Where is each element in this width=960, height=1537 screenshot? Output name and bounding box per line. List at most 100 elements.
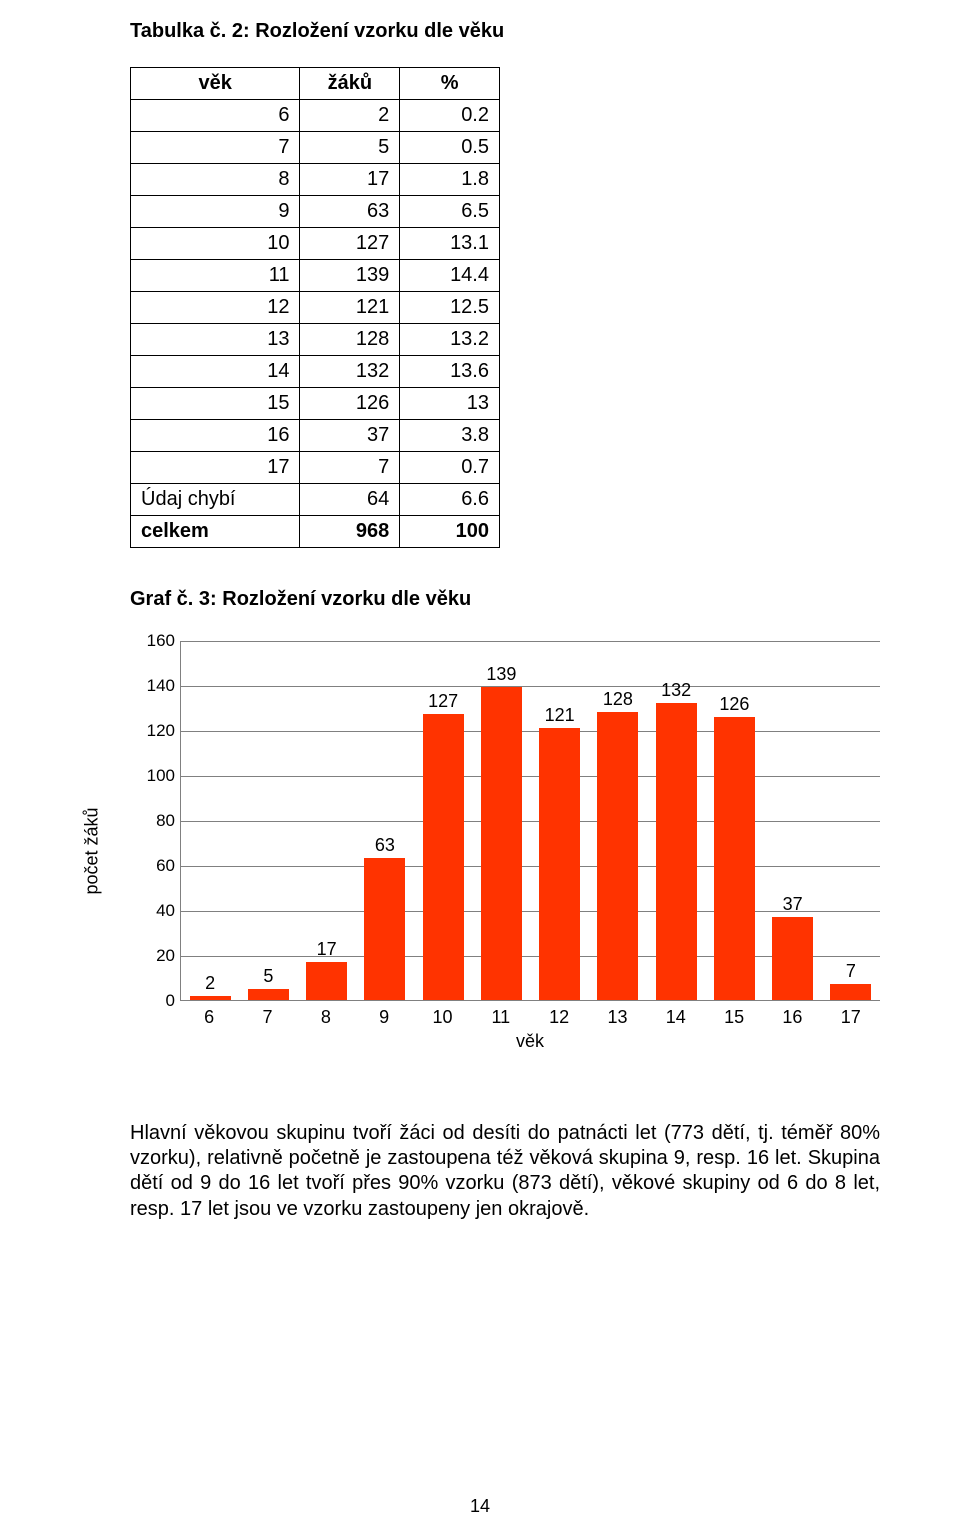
y-tick-label: 60 [139, 856, 175, 876]
table-title: Tabulka č. 2: Rozložení vzorku dle věku [130, 20, 880, 43]
cell-count: 968 [300, 516, 400, 548]
bar: 139 [481, 687, 522, 1000]
cell-pct: 100 [400, 516, 500, 548]
cell-count: 5 [300, 132, 400, 164]
cell-pct: 0.5 [400, 132, 500, 164]
y-tick-label: 160 [139, 631, 175, 651]
y-tick-label: 80 [139, 811, 175, 831]
cell-age: 12 [131, 292, 300, 324]
x-tick-label: 15 [705, 1001, 763, 1028]
y-tick-label: 40 [139, 901, 175, 921]
bar-value-label: 2 [205, 973, 215, 996]
col-count: žáků [300, 68, 400, 100]
cell-age: 8 [131, 164, 300, 196]
cell-age: 9 [131, 196, 300, 228]
cell-count: 63 [300, 196, 400, 228]
table-row: 1113914.4 [131, 260, 500, 292]
bar: 132 [656, 703, 697, 1000]
cell-count: 128 [300, 324, 400, 356]
bar-value-label: 132 [661, 680, 691, 703]
cell-age: 7 [131, 132, 300, 164]
x-tick-label: 16 [763, 1001, 821, 1028]
x-tick-label: 12 [530, 1001, 588, 1028]
bar: 37 [772, 917, 813, 1000]
col-pct: % [400, 68, 500, 100]
bar-value-label: 127 [428, 691, 458, 714]
plot-area: 251763127139121128132126377 020406080100… [180, 641, 880, 1001]
cell-pct: 1.8 [400, 164, 500, 196]
x-axis-label: věk [180, 1031, 880, 1052]
cell-age: celkem [131, 516, 300, 548]
bar: 121 [539, 728, 580, 1000]
cell-pct: 13.6 [400, 356, 500, 388]
bar: 126 [714, 717, 755, 1001]
cell-pct: 12.5 [400, 292, 500, 324]
cell-age: 17 [131, 452, 300, 484]
x-tick-label: 14 [647, 1001, 705, 1028]
cell-age: 13 [131, 324, 300, 356]
table-row: Údaj chybí646.6 [131, 484, 500, 516]
y-tick-label: 20 [139, 946, 175, 966]
cell-age: 10 [131, 228, 300, 260]
x-axis: 67891011121314151617 [180, 1001, 880, 1028]
cell-age: 6 [131, 100, 300, 132]
bar-value-label: 37 [783, 894, 803, 917]
x-tick-label: 10 [413, 1001, 471, 1028]
table-row: 1512613 [131, 388, 500, 420]
table-row: 1413213.6 [131, 356, 500, 388]
y-tick-label: 100 [139, 766, 175, 786]
cell-count: 127 [300, 228, 400, 260]
y-axis-label: počet žáků [82, 807, 103, 894]
x-tick-label: 9 [355, 1001, 413, 1028]
bar-value-label: 17 [317, 939, 337, 962]
bar-chart: počet žáků 251763127139121128132126377 0… [130, 641, 900, 1061]
cell-count: 7 [300, 452, 400, 484]
bar: 2 [190, 996, 231, 1001]
bar: 128 [597, 712, 638, 1000]
cell-pct: 13.1 [400, 228, 500, 260]
col-age: věk [131, 68, 300, 100]
cell-pct: 13.2 [400, 324, 500, 356]
table-row: 16373.8 [131, 420, 500, 452]
table-row: 1770.7 [131, 452, 500, 484]
table-row: 1012713.1 [131, 228, 500, 260]
bar: 127 [423, 714, 464, 1000]
table-row: 620.2 [131, 100, 500, 132]
cell-pct: 0.2 [400, 100, 500, 132]
x-tick-label: 7 [238, 1001, 296, 1028]
cell-count: 37 [300, 420, 400, 452]
bar: 63 [364, 858, 405, 1000]
cell-pct: 6.6 [400, 484, 500, 516]
cell-age: Údaj chybí [131, 484, 300, 516]
cell-count: 17 [300, 164, 400, 196]
cell-age: 11 [131, 260, 300, 292]
cell-pct: 6.5 [400, 196, 500, 228]
bar-value-label: 128 [603, 689, 633, 712]
x-tick-label: 6 [180, 1001, 238, 1028]
bar-value-label: 126 [719, 694, 749, 717]
table-row: 1312813.2 [131, 324, 500, 356]
page-number: 14 [0, 1496, 960, 1517]
cell-pct: 13 [400, 388, 500, 420]
cell-pct: 14.4 [400, 260, 500, 292]
table-row: 1212112.5 [131, 292, 500, 324]
y-tick-label: 120 [139, 721, 175, 741]
table-row: 9636.5 [131, 196, 500, 228]
bar-value-label: 139 [486, 664, 516, 687]
table-row: celkem968100 [131, 516, 500, 548]
bar: 7 [830, 984, 871, 1000]
body-paragraph: Hlavní věkovou skupinu tvoří žáci od des… [130, 1121, 880, 1222]
x-tick-label: 11 [472, 1001, 530, 1028]
cell-count: 2 [300, 100, 400, 132]
cell-count: 126 [300, 388, 400, 420]
cell-count: 121 [300, 292, 400, 324]
table-row: 750.5 [131, 132, 500, 164]
y-tick-label: 0 [139, 991, 175, 1011]
bar-value-label: 7 [846, 961, 856, 984]
cell-pct: 3.8 [400, 420, 500, 452]
cell-age: 16 [131, 420, 300, 452]
y-tick-label: 140 [139, 676, 175, 696]
cell-age: 15 [131, 388, 300, 420]
cell-pct: 0.7 [400, 452, 500, 484]
cell-count: 139 [300, 260, 400, 292]
